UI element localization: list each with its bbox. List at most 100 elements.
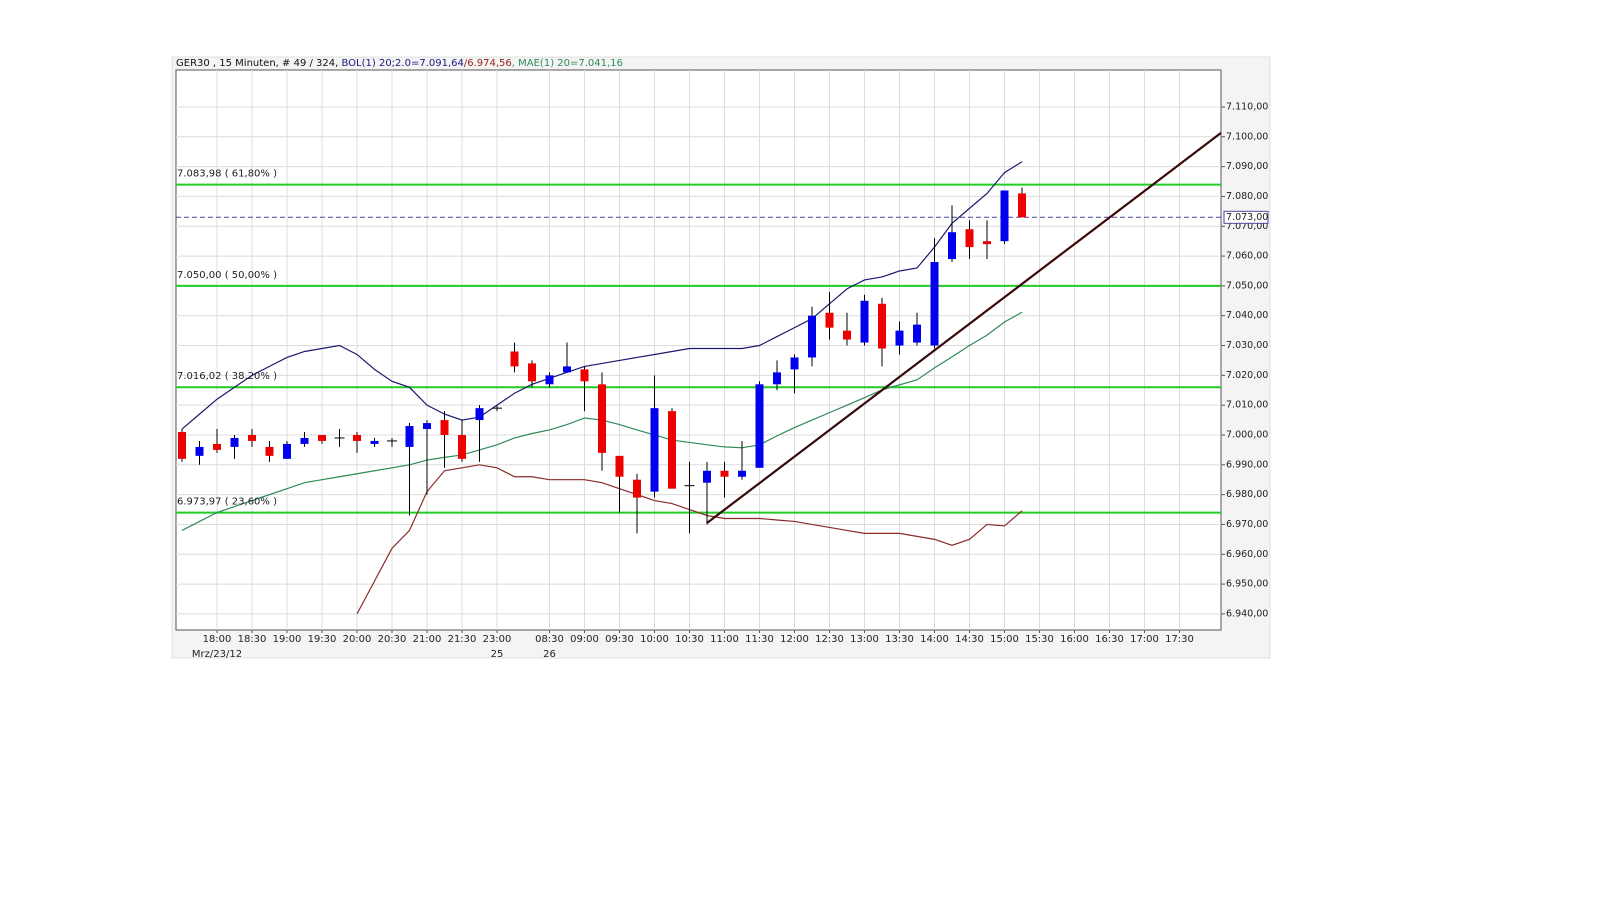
x-tick-label: 11:00 <box>710 634 739 645</box>
candle-body <box>195 446 204 456</box>
candle-body <box>265 446 274 456</box>
candle-body <box>825 312 834 328</box>
candle-body <box>405 426 414 447</box>
trendline <box>706 132 1221 524</box>
candle-body <box>1000 190 1009 242</box>
candle-body <box>598 384 606 453</box>
candle-body <box>563 366 571 373</box>
x-tick-label: 18:00 <box>203 634 232 645</box>
candle-body <box>580 369 589 382</box>
y-tick-label: 6.990,00 <box>1226 459 1268 470</box>
candle-body <box>440 420 449 435</box>
y-tick-label: 7.090,00 <box>1226 161 1268 172</box>
fib-label: 7.016,02 ( 38,20% ) <box>177 371 277 382</box>
x-tick-label: 21:30 <box>448 634 477 645</box>
date-label: 26 <box>543 649 556 660</box>
candle-body <box>913 324 921 343</box>
candle-body <box>878 303 886 349</box>
x-tick-label: 10:00 <box>640 634 669 645</box>
x-tick-label: 18:30 <box>238 634 267 645</box>
x-tick-label: 12:00 <box>780 634 809 645</box>
candle-body <box>230 437 239 447</box>
x-tick-label: 16:00 <box>1060 634 1089 645</box>
plot-area <box>175 69 1222 631</box>
x-tick-label: 13:30 <box>885 634 914 645</box>
x-tick-label: 15:30 <box>1025 634 1054 645</box>
indicator-line <box>181 161 1023 430</box>
candle-body <box>668 411 676 489</box>
y-tick-label: 7.060,00 <box>1226 251 1268 262</box>
y-tick-label: 6.950,00 <box>1226 579 1268 590</box>
x-tick-label: 19:00 <box>273 634 302 645</box>
x-tick-label: 14:00 <box>920 634 949 645</box>
candle-body <box>948 232 956 260</box>
title-part: GER30 , 15 Minuten, # 49 / 324, <box>176 58 341 69</box>
candle-body <box>773 372 781 385</box>
candle-body <box>283 443 291 459</box>
x-tick-label: 12:30 <box>815 634 844 645</box>
fib-label: 7.050,00 ( 50,00% ) <box>177 270 277 281</box>
y-tick-label: 7.050,00 <box>1226 280 1268 291</box>
title-part: /6.974,56 <box>464 58 512 69</box>
y-tick-label: 7.040,00 <box>1226 310 1268 321</box>
candle-body <box>860 300 869 343</box>
grid <box>176 70 1221 630</box>
y-tick-label: 7.080,00 <box>1226 191 1268 202</box>
candle-body <box>808 315 816 358</box>
candle-body <box>965 229 974 248</box>
candle-body <box>545 375 554 385</box>
candle-body <box>790 357 799 370</box>
x-tick-label: 23:00 <box>483 634 512 645</box>
candle-body <box>423 423 431 430</box>
y-tick-label: 6.970,00 <box>1226 519 1268 530</box>
y-tick-label: 7.000,00 <box>1226 429 1268 440</box>
x-tick-label: 20:30 <box>378 634 407 645</box>
y-tick-label: 7.070,00 <box>1226 221 1268 232</box>
x-tick-label: 17:00 <box>1130 634 1159 645</box>
candle-body <box>755 384 764 468</box>
candle-body <box>843 330 851 340</box>
candle-body <box>895 330 904 346</box>
x-tick-label: 11:30 <box>745 634 774 645</box>
x-tick-label: 10:30 <box>675 634 704 645</box>
x-tick-label: 08:30 <box>535 634 564 645</box>
candle-body <box>720 470 729 477</box>
candle-body <box>1018 193 1026 218</box>
candle-body <box>930 262 939 346</box>
x-tick-label: 09:00 <box>570 634 599 645</box>
y-tick-label: 7.010,00 <box>1226 400 1268 411</box>
plot <box>176 132 1221 615</box>
axes: 6.940,00 6.950,00 6.960,00 6.970,00 6.980,00… <box>177 101 1269 660</box>
y-tick-label: 6.940,00 <box>1226 608 1268 619</box>
candle-body <box>318 434 326 441</box>
candle-body <box>458 434 466 459</box>
price-label: 7.073,00 <box>1226 212 1268 223</box>
date-label: Mrz/23/12 <box>192 649 242 660</box>
candle-body <box>528 363 536 382</box>
x-tick-label: 15:00 <box>990 634 1019 645</box>
candle-body <box>178 432 186 459</box>
title-part: , MAE(1) 20=7.041,16 <box>512 58 623 69</box>
fib-label: 7.083,98 ( 61,80% ) <box>177 169 277 180</box>
x-tick-label: 21:00 <box>413 634 442 645</box>
x-tick-label: 19:30 <box>308 634 337 645</box>
candle-body <box>370 440 379 444</box>
y-tick-label: 7.110,00 <box>1226 101 1268 112</box>
y-tick-label: 7.030,00 <box>1226 340 1268 351</box>
y-tick-label: 7.100,00 <box>1226 131 1268 142</box>
x-tick-label: 20:00 <box>343 634 372 645</box>
candle-body <box>300 437 309 444</box>
candle-body <box>353 434 361 441</box>
candle-body <box>510 351 519 367</box>
candle-body <box>738 470 746 477</box>
candle-body <box>615 455 624 477</box>
x-tick-label: 16:30 <box>1095 634 1124 645</box>
candle-body <box>703 470 711 483</box>
y-tick-label: 6.960,00 <box>1226 549 1268 560</box>
y-tick-label: 7.020,00 <box>1226 370 1268 381</box>
candle-body <box>475 408 484 421</box>
candle-body <box>248 434 256 441</box>
candle-body <box>983 241 991 245</box>
title-part: BOL(1) 20;2.0=7.091,64 <box>341 58 463 69</box>
